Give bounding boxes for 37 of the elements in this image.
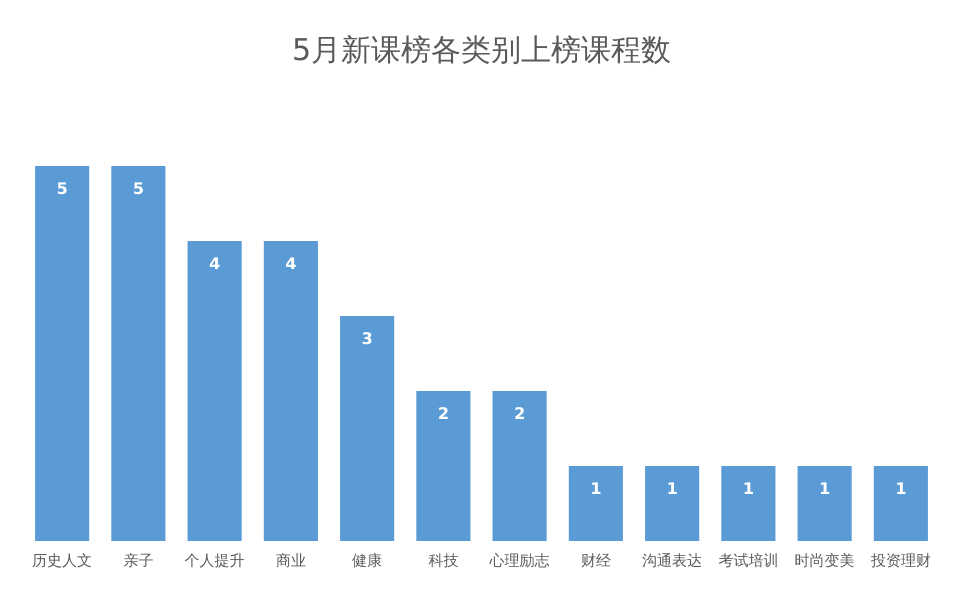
- bar: [416, 391, 470, 541]
- x-tick-label: 时尚变美: [794, 552, 855, 570]
- bar: [492, 391, 547, 541]
- data-label: 5: [132, 179, 144, 198]
- x-tick-label: 科技: [428, 552, 458, 570]
- x-tick-label: 商业: [276, 552, 306, 570]
- x-tick-label: 心理励志: [488, 552, 550, 570]
- bar: [568, 466, 623, 541]
- data-label: 1: [895, 479, 906, 498]
- data-label: 2: [514, 404, 526, 423]
- bar: [798, 466, 852, 541]
- x-tick-label: 投资理财: [870, 552, 931, 570]
- x-tick-label: 健康: [352, 552, 382, 570]
- data-label: 5: [56, 179, 68, 198]
- bar: [111, 166, 166, 541]
- data-label: 1: [590, 479, 602, 498]
- bar: [188, 241, 242, 541]
- x-tick-label: 亲子: [123, 552, 154, 570]
- bar: [340, 316, 394, 541]
- data-label: 1: [819, 479, 830, 498]
- bar: [721, 466, 776, 541]
- x-tick-label: 沟通表达: [642, 552, 702, 570]
- data-label: 4: [209, 254, 220, 273]
- x-tick-label: 考试培训: [718, 552, 778, 570]
- x-tick-label: 财经: [580, 552, 611, 570]
- chart-title: 5月新课榜各类别上榜课程数: [292, 33, 672, 68]
- x-tick-label: 个人提升: [184, 552, 245, 570]
- bar: [35, 166, 90, 541]
- bar: [645, 466, 700, 541]
- data-label: 1: [742, 479, 754, 498]
- data-label: 2: [438, 404, 449, 423]
- bar: [264, 241, 318, 541]
- data-label: 4: [285, 254, 296, 273]
- data-label: 3: [362, 329, 373, 348]
- x-tick-label: 历史人文: [32, 552, 92, 570]
- bar: [874, 466, 928, 541]
- data-label: 1: [666, 479, 678, 498]
